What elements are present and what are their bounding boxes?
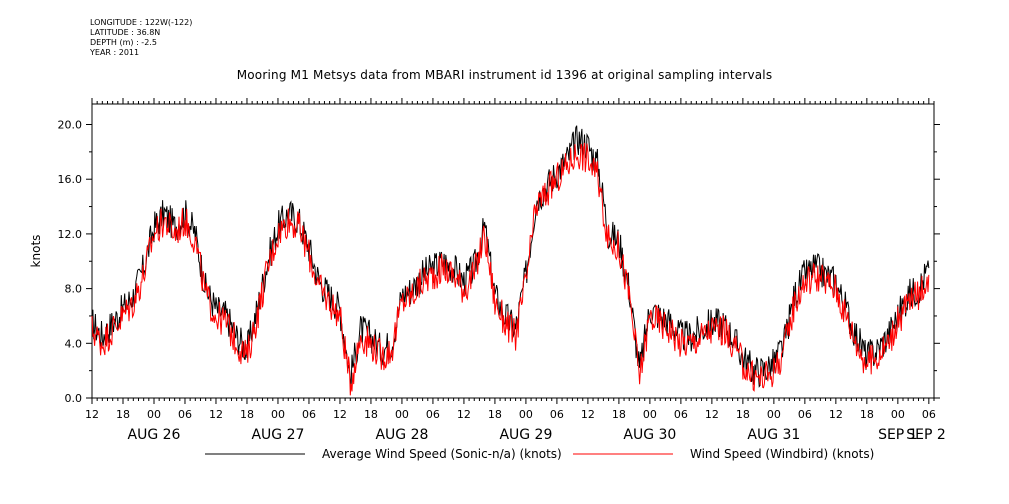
x-tick-label: 00 [643,408,657,421]
x-tick-label: 06 [550,408,564,421]
labels-group: 0.0 4.0 8.0 12.0 16.0 20.0 knots 12 18 00 06 12 18 00… [29,119,946,443]
x-tick-label: 06 [674,408,688,421]
x-tick-label: 18 [364,408,378,421]
longitude-label: LONGITUDE : 122W(-122) [90,18,193,27]
y-tick-label: 4.0 [65,337,83,350]
x-tick-label: 18 [240,408,254,421]
x-tick-label: 06 [922,408,936,421]
x-tick-label: 00 [395,408,409,421]
x-tick-label: 00 [891,408,905,421]
day-label: AUG 28 [375,427,428,443]
x-tick-label: 12 [457,408,471,421]
x-tick-label: 06 [426,408,440,421]
legend-label-windbird: Wind Speed (Windbird) (knots) [690,447,874,461]
day-label: AUG 26 [128,427,181,443]
chart-title: Mooring M1 Metsys data from MBARI instru… [236,68,773,82]
y-axis-label: knots [29,235,43,268]
day-label: AUG 30 [623,427,676,443]
depth-label: DEPTH (m) : -2.5 [90,38,157,47]
y-tick-label: 16.0 [58,173,83,186]
x-tick-label: 00 [767,408,781,421]
x-tick-label: 12 [333,408,347,421]
plot-frame [91,103,935,399]
series-line-average-wind-speed [91,125,930,389]
x-tick-label: 18 [860,408,874,421]
day-label: SEP 1 [878,427,918,443]
x-tick-label: 12 [209,408,223,421]
latitude-label: LATITUDE : 36.8N [90,28,161,37]
x-tick-label: 12 [581,408,595,421]
y-tick-label: 20.0 [58,119,83,132]
metadata-block: LONGITUDE : 122W(-122) LATITUDE : 36.8N … [90,18,192,58]
x-tick-label: 06 [302,408,316,421]
x-tick-label: 12 [705,408,719,421]
series-line-windbird-wind-speed [91,142,930,396]
x-tick-label: 12 [85,408,99,421]
x-tick-label: 18 [612,408,626,421]
day-label: AUG 31 [747,427,800,443]
x-tick-label: 00 [147,408,161,421]
day-label: AUG 27 [251,427,304,443]
series-group [91,125,930,396]
x-tick-label: 06 [798,408,812,421]
day-label: AUG 29 [499,427,552,443]
x-tick-label: 18 [116,408,130,421]
x-tick-label: 18 [736,408,750,421]
x-tick-label: 00 [271,408,285,421]
x-tick-label: 12 [829,408,843,421]
x-tick-label: 00 [519,408,533,421]
x-tick-label: 18 [488,408,502,421]
y-tick-label: 8.0 [65,283,83,296]
y-tick-label: 0.0 [65,392,83,405]
x-tick-label: 06 [178,408,192,421]
legend-label-average: Average Wind Speed (Sonic-n/a) (knots) [322,447,562,461]
axes-group [86,98,940,404]
day-label: SEP 2 [906,427,946,443]
year-label: YEAR : 2011 [90,48,140,57]
legend: Average Wind Speed (Sonic-n/a) (knots) Wi… [205,447,874,461]
y-tick-label: 12.0 [58,228,83,241]
